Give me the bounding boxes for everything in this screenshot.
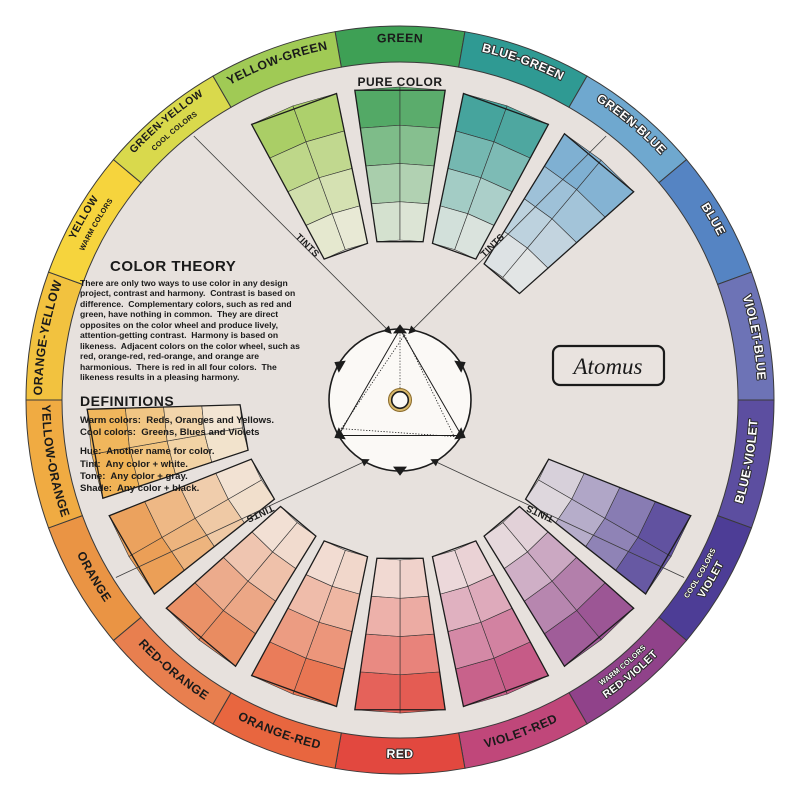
svg-text:PURE COLOR: PURE COLOR (357, 75, 442, 89)
svg-text:GREEN: GREEN (377, 31, 424, 46)
svg-text:RED: RED (386, 747, 413, 761)
svg-text:Atomus: Atomus (572, 354, 643, 379)
